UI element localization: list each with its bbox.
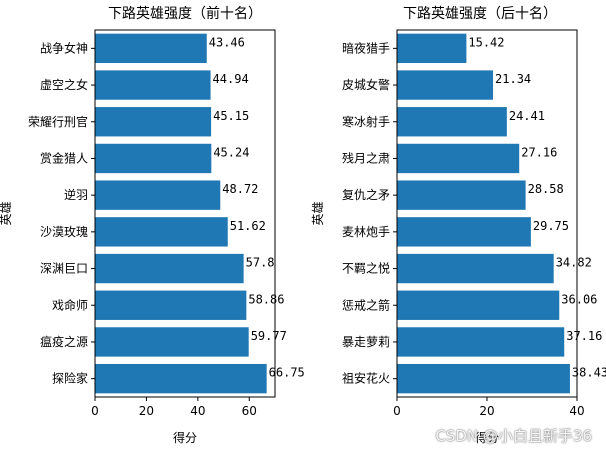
value-label: 51.62 bbox=[230, 219, 266, 233]
y-tick-label: 荣耀行刑官 bbox=[28, 114, 88, 129]
y-tick-label: 复仇之矛 bbox=[342, 188, 390, 202]
y-tick-label: 不羁之悦 bbox=[342, 262, 390, 276]
x-tick-label: 20 bbox=[479, 404, 494, 418]
y-tick-label: 沙漠玫瑰 bbox=[40, 224, 88, 239]
y-axis-label: 英雄 bbox=[310, 201, 325, 225]
bar-麦林炮手 bbox=[397, 217, 531, 247]
plot-frame bbox=[94, 29, 276, 398]
value-label: 58.86 bbox=[248, 292, 284, 306]
bar-瘟疫之源 bbox=[95, 327, 249, 357]
bar-沙漠玫瑰 bbox=[95, 217, 228, 247]
x-axis-label: 得分 bbox=[475, 430, 499, 445]
y-tick-label: 麦林炮手 bbox=[342, 225, 390, 239]
y-tick-label: 祖安花火 bbox=[342, 371, 390, 386]
value-label: 37.16 bbox=[566, 329, 602, 343]
value-label: 45.15 bbox=[213, 109, 249, 123]
value-label: 15.42 bbox=[468, 35, 504, 49]
value-label: 34.82 bbox=[556, 256, 592, 270]
value-label: 21.34 bbox=[495, 72, 531, 86]
bar-暗夜猎手 bbox=[397, 33, 467, 64]
value-label: 29.75 bbox=[533, 219, 569, 233]
bar-虚空之女 bbox=[95, 70, 211, 100]
y-tick-label: 残月之肃 bbox=[342, 151, 390, 165]
y-tick-label: 暴走萝莉 bbox=[342, 335, 390, 349]
x-tick-label: 40 bbox=[190, 404, 205, 418]
value-label: 36.06 bbox=[561, 292, 597, 306]
bar-戏命师 bbox=[95, 290, 247, 320]
value-label: 44.94 bbox=[213, 72, 249, 86]
bar-复仇之矛 bbox=[397, 180, 526, 210]
y-tick-label: 战争女神 bbox=[40, 40, 88, 55]
y-tick-label: 惩戒之箭 bbox=[342, 297, 390, 312]
value-label: 38.43 bbox=[572, 366, 606, 380]
value-label: 59.77 bbox=[251, 329, 287, 343]
csdn-watermark: CSDN @小白且新手36 bbox=[435, 427, 592, 445]
value-label: 66.75 bbox=[269, 366, 305, 380]
y-axis-label: 英雄 bbox=[0, 201, 13, 225]
bar-不羁之悦 bbox=[397, 253, 554, 284]
y-tick-label: 皮城女警 bbox=[342, 77, 390, 92]
x-tick-label: 20 bbox=[139, 404, 154, 418]
bar-暴走萝莉 bbox=[397, 327, 565, 357]
bar-皮城女警 bbox=[397, 70, 494, 100]
bar-战争女神 bbox=[95, 33, 207, 64]
value-label: 57.8 bbox=[246, 256, 275, 270]
bar-赏金猎人 bbox=[95, 143, 212, 174]
x-tick-label: 0 bbox=[91, 404, 99, 418]
chart-top-ten: 下路英雄强度（前十名） 66.75 探险家 59.77 瘟疫之源 58.86 戏命师 57.8… bbox=[0, 5, 305, 445]
bar-残月之肃 bbox=[397, 143, 520, 174]
value-label: 45.24 bbox=[213, 145, 249, 159]
y-tick-label: 赏金猎人 bbox=[40, 150, 88, 165]
bar-荣耀行刑官 bbox=[95, 107, 212, 137]
bar-祖安花火 bbox=[397, 363, 570, 394]
x-tick-label: 0 bbox=[393, 404, 401, 418]
y-tick-label: 暗夜猎手 bbox=[342, 40, 390, 55]
y-tick-label: 探险家 bbox=[52, 371, 88, 386]
y-tick-label: 瘟疫之源 bbox=[40, 334, 88, 349]
value-label: 24.41 bbox=[509, 109, 545, 123]
y-tick-label: 戏命师 bbox=[52, 297, 88, 312]
bar-逆羽 bbox=[95, 180, 221, 210]
y-tick-label: 深渊巨口 bbox=[40, 262, 88, 276]
y-tick-label: 虚空之女 bbox=[40, 77, 88, 92]
value-label: 28.58 bbox=[528, 182, 564, 196]
bar-寒冰射手 bbox=[397, 107, 507, 137]
value-label: 48.72 bbox=[222, 182, 258, 196]
x-tick-label: 60 bbox=[242, 404, 257, 418]
y-tick-label: 寒冰射手 bbox=[342, 114, 390, 129]
bar-深渊巨口 bbox=[95, 253, 244, 284]
chart-bottom-ten: 下路英雄强度（后十名） 38.43 祖安花火 37.16 暴走萝莉 36.06 惩戒之箭 34… bbox=[310, 5, 606, 445]
x-tick-label: 40 bbox=[569, 404, 584, 418]
y-tick-label: 逆羽 bbox=[64, 187, 88, 202]
bar-探险家 bbox=[95, 363, 267, 394]
value-label: 27.16 bbox=[521, 145, 557, 159]
chart-title: 下路英雄强度（后十名） bbox=[403, 5, 557, 22]
value-label: 43.46 bbox=[209, 35, 245, 49]
x-axis-label: 得分 bbox=[173, 430, 197, 445]
chart-title: 下路英雄强度（前十名） bbox=[108, 5, 262, 22]
bar-惩戒之箭 bbox=[397, 290, 560, 320]
